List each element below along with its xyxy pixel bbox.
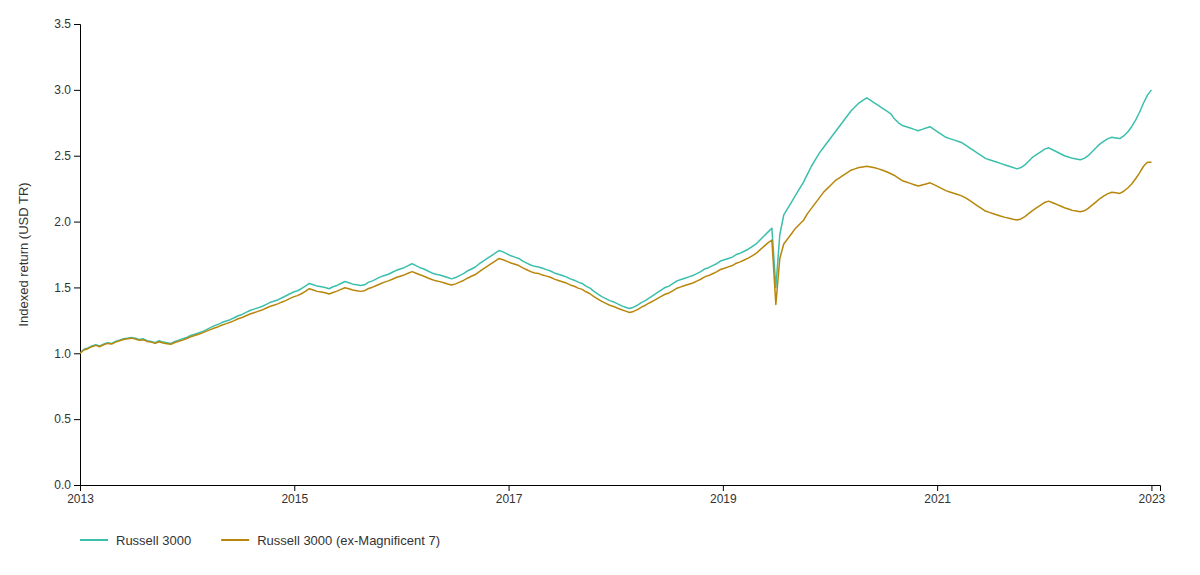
tick-label: 0.0 <box>54 478 71 492</box>
tick-mark <box>723 485 724 491</box>
tick: 2.0 <box>54 215 80 229</box>
legend-label: Russell 3000 <box>116 533 191 548</box>
tick-mark <box>74 24 80 25</box>
tick-label: 1.0 <box>54 347 71 361</box>
tick: 2023 <box>1139 485 1166 506</box>
tick-mark <box>74 156 80 157</box>
tick: 1.0 <box>54 347 80 361</box>
legend: Russell 3000 Russell 3000 (ex-Magnificent… <box>80 533 440 548</box>
y-axis-label: Indexed return (USD TR) <box>16 182 31 326</box>
tick-label: 2023 <box>1139 492 1166 506</box>
tick-label: 2.0 <box>54 215 71 229</box>
tick-label: 2015 <box>281 492 308 506</box>
tick-mark <box>509 485 510 491</box>
tick: 2.5 <box>54 149 80 163</box>
tick-label: 2021 <box>924 492 951 506</box>
tick-mark <box>74 353 80 354</box>
tick-label: 2.5 <box>54 149 71 163</box>
tick-mark <box>937 485 938 491</box>
axis-line <box>74 25 81 486</box>
lines <box>80 90 1151 353</box>
legend-label: Russell 3000 (ex-Magnificent 7) <box>257 533 440 548</box>
tick: 1.5 <box>54 281 80 295</box>
legend-item: Russell 3000 <box>80 533 191 548</box>
tick: 2015 <box>281 485 308 506</box>
tick-label: 2017 <box>496 492 523 506</box>
tick: 2019 <box>710 485 737 506</box>
tick-label: 3.0 <box>54 83 71 97</box>
x-axis: 2013 2015 2017 2019 2021 2023 <box>67 485 1165 506</box>
tick: 2013 <box>67 485 94 506</box>
axis-line <box>81 486 1161 492</box>
tick: 2017 <box>496 485 523 506</box>
tick-label: 3.5 <box>54 17 71 31</box>
plot-area: 2013 2015 2017 2019 2021 2023 0.0 0.5 1.0 1.5 2.0 2… <box>54 17 1165 505</box>
series-line <box>80 162 1151 353</box>
tick: 0.0 <box>54 478 80 492</box>
tick-label: 1.5 <box>54 281 71 295</box>
legend-swatch <box>221 539 249 541</box>
tick-mark <box>74 485 80 486</box>
tick: 0.5 <box>54 412 80 426</box>
chart-container: 2013 2015 2017 2019 2021 2023 0.0 0.5 1.0 1.5 2.0 2… <box>0 0 1200 575</box>
tick: 2021 <box>924 485 951 506</box>
tick-mark <box>74 287 80 288</box>
series-line <box>80 90 1151 353</box>
tick-mark <box>1151 485 1152 491</box>
tick-mark <box>74 90 80 91</box>
chart-svg: 2013 2015 2017 2019 2021 2023 0.0 0.5 1.0 1.5 2.0 2… <box>0 0 1200 575</box>
legend-swatch <box>80 539 108 541</box>
tick-label: 0.5 <box>54 412 71 426</box>
tick-label: 2013 <box>67 492 94 506</box>
tick-label: 2019 <box>710 492 737 506</box>
y-axis: 0.0 0.5 1.0 1.5 2.0 2.5 3.0 3.5 <box>54 17 80 492</box>
tick-mark <box>74 222 80 223</box>
tick: 3.0 <box>54 83 80 97</box>
tick-mark <box>74 419 80 420</box>
tick: 3.5 <box>54 17 80 31</box>
tick-mark <box>294 485 295 491</box>
legend-item: Russell 3000 (ex-Magnificent 7) <box>221 533 440 548</box>
